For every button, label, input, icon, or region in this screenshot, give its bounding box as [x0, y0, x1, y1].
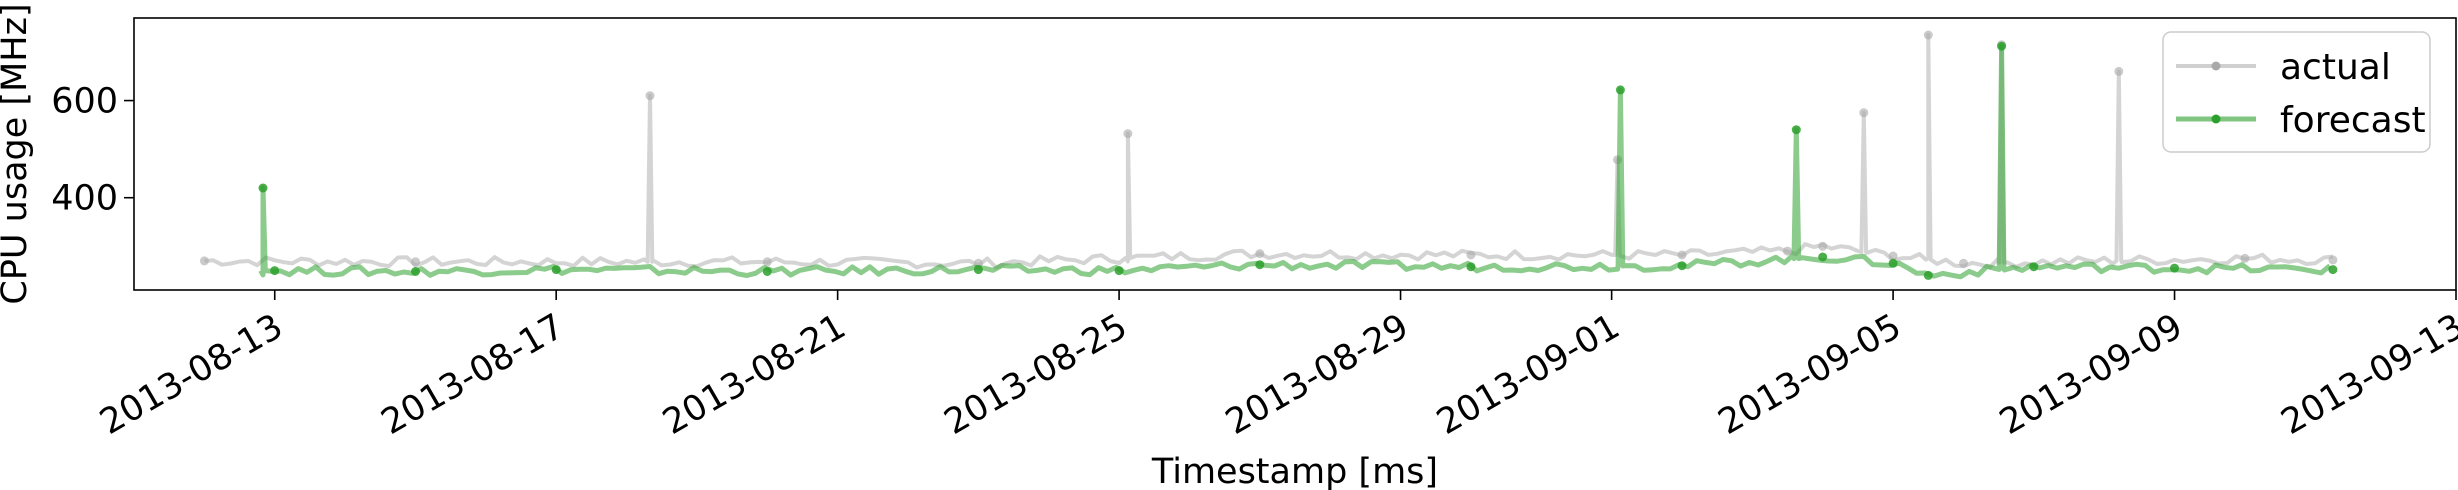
- data-point-actual: [762, 257, 772, 267]
- data-point-forecast: [1466, 262, 1476, 272]
- data-point-forecast: [411, 267, 420, 276]
- data-point-actual: [2328, 255, 2338, 265]
- series-layer: [199, 30, 2338, 280]
- legend-entry-forecast: forecast: [2176, 100, 2426, 141]
- legend: actual forecast: [2162, 31, 2431, 153]
- plot-frame: [133, 17, 2457, 291]
- x-axis-label: Timestamp [ms]: [1151, 452, 1438, 490]
- series-line-forecast: [258, 43, 2332, 280]
- legend-entry-actual: actual: [2176, 47, 2391, 88]
- data-point-actual: [2114, 66, 2124, 76]
- legend-box: [2162, 31, 2431, 153]
- data-point-forecast: [1615, 85, 1625, 95]
- data-point-forecast: [2029, 262, 2039, 272]
- data-point-forecast: [1997, 41, 2007, 51]
- y-tick-label: 600: [51, 82, 118, 122]
- data-point-actual: [1783, 246, 1792, 256]
- data-point-actual: [1123, 129, 1133, 139]
- data-point-forecast: [1791, 125, 1801, 135]
- data-point-actual: [1888, 251, 1898, 261]
- data-point-actual: [1923, 30, 1933, 40]
- data-point-actual: [2240, 253, 2250, 263]
- data-point-actual: [411, 257, 420, 267]
- y-tick-label: 400: [51, 179, 118, 219]
- data-point-forecast: [1888, 258, 1898, 268]
- data-point-forecast: [2170, 263, 2179, 273]
- legend-label-forecast: forecast: [2280, 100, 2426, 141]
- y-axis-label: CPU usage [MHz]: [0, 3, 35, 304]
- legend-marker-actual: [2211, 61, 2221, 71]
- data-point-forecast: [270, 266, 280, 276]
- data-point-forecast: [1818, 252, 1828, 262]
- data-point-forecast: [1677, 261, 1687, 271]
- y-axis: 400 600: [51, 82, 134, 219]
- data-point-actual: [1959, 258, 1968, 268]
- data-point-actual: [1466, 250, 1476, 260]
- data-point-forecast: [2328, 265, 2338, 275]
- data-point-actual: [1255, 249, 1265, 259]
- legend-marker-forecast: [2211, 114, 2221, 124]
- data-point-forecast: [551, 265, 561, 275]
- data-point-actual: [199, 256, 209, 266]
- data-point-forecast: [762, 267, 772, 276]
- data-point-actual: [1818, 241, 1828, 251]
- legend-label-actual: actual: [2280, 47, 2391, 88]
- data-point-forecast: [258, 183, 268, 193]
- data-point-actual: [645, 91, 655, 101]
- legend-entries: actual forecast: [2176, 47, 2426, 141]
- data-point-forecast: [973, 265, 983, 275]
- series-forecast: [258, 41, 2338, 280]
- data-point-forecast: [1114, 266, 1124, 276]
- data-point-forecast: [1255, 260, 1265, 270]
- data-point-actual: [1859, 108, 1869, 118]
- data-point-forecast: [1923, 270, 1933, 280]
- data-point-actual: [1677, 250, 1687, 260]
